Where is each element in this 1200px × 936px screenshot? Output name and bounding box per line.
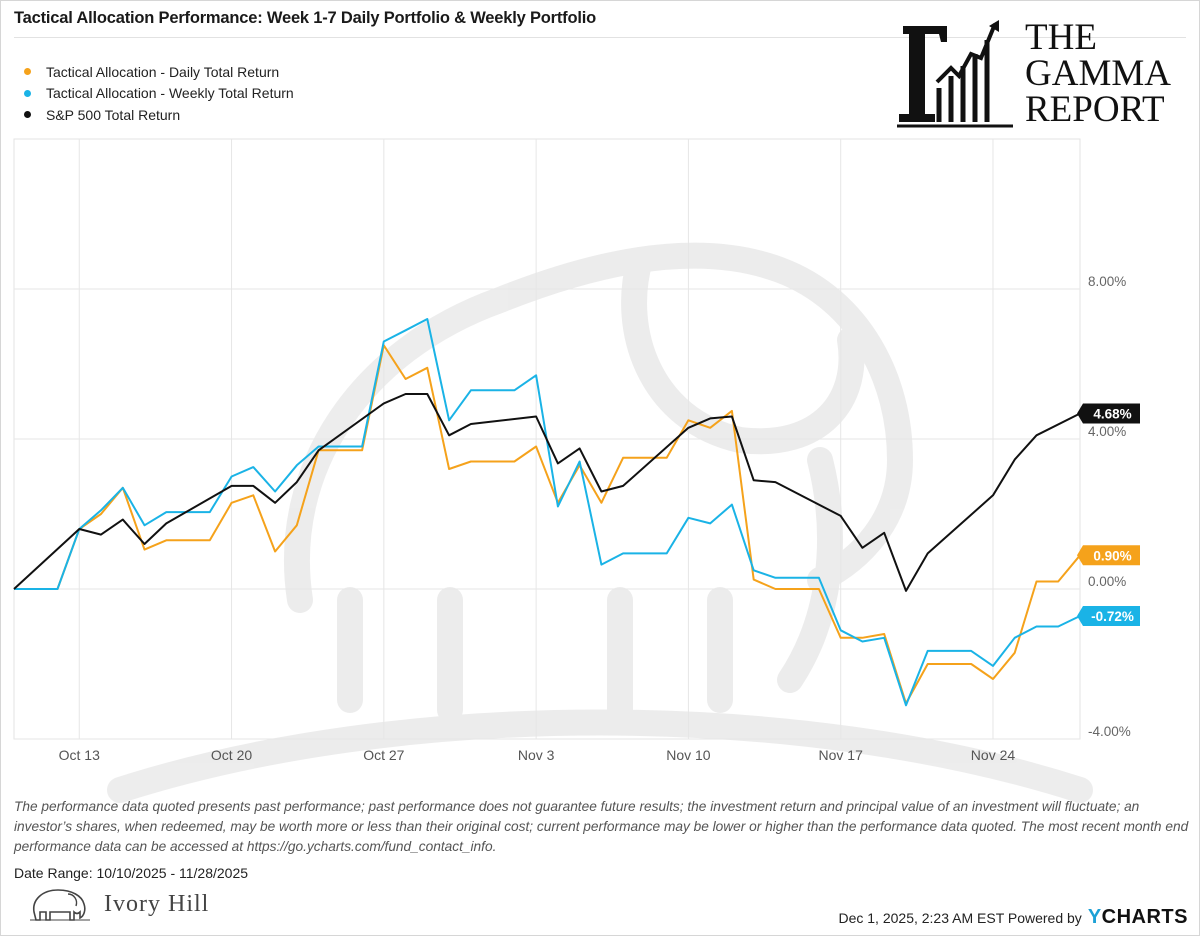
ycharts-logo-rest: CHARTS xyxy=(1101,906,1188,928)
date-range: Date Range: 10/10/2025 - 11/28/2025 xyxy=(14,865,249,881)
logo-line-report: REPORT xyxy=(1025,89,1165,130)
legend-marker-sp500 xyxy=(24,111,31,119)
series-line-sp500[interactable] xyxy=(13,393,1081,592)
elephant-icon xyxy=(30,889,90,921)
end-value-badge-shape xyxy=(1077,545,1140,566)
legend-item-sp500[interactable]: S&P 500 Total Return xyxy=(24,104,294,126)
elephant-watermark xyxy=(107,242,1093,803)
y-tick-label: 0.00% xyxy=(1088,574,1126,589)
y-tick-label: 4.00% xyxy=(1088,424,1126,439)
x-tick-label: Nov 10 xyxy=(666,747,711,763)
series-line-weekly[interactable] xyxy=(14,318,1081,707)
end-value-label: 4.68% xyxy=(1093,407,1131,422)
performance-disclaimer: The performance data quoted presents pas… xyxy=(14,799,1189,854)
legend-item-weekly[interactable]: Tactical Allocation - Weekly Total Retur… xyxy=(24,83,294,105)
gamma-report-logo: THE GAMMA REPORT xyxy=(895,18,1185,133)
footer-attribution: Dec 1, 2025, 2:23 AM EST Powered by YCHA… xyxy=(838,906,1188,929)
ivory-hill-logo: Ivory Hill xyxy=(28,882,288,922)
end-value-label: -0.72% xyxy=(1091,609,1134,624)
end-value-badge-shape xyxy=(1077,403,1140,424)
legend-marker-daily xyxy=(24,68,31,76)
legend-label-daily: Tactical Allocation - Daily Total Return xyxy=(46,63,280,80)
end-value-badge-daily: 0.90% xyxy=(1077,545,1140,566)
x-tick-label: Oct 13 xyxy=(59,747,100,763)
logo-line-gamma: GAMMA xyxy=(1025,53,1171,94)
x-tick-label: Nov 3 xyxy=(518,747,555,763)
end-value-badge-sp500: 4.68% xyxy=(1077,403,1140,424)
ivory-hill-wordmark: Ivory Hill xyxy=(104,891,210,917)
legend-label-sp500: S&P 500 Total Return xyxy=(46,106,181,123)
legend-label-weekly: Tactical Allocation - Weekly Total Retur… xyxy=(46,85,294,102)
chart-title: Tactical Allocation Performance: Week 1-… xyxy=(14,9,597,27)
chart-legend: Tactical Allocation - Daily Total Return… xyxy=(24,61,294,126)
generated-timestamp: Dec 1, 2025, 2:23 AM EST Powered by xyxy=(838,909,1082,926)
y-tick-label: 8.00% xyxy=(1088,274,1126,289)
ycharts-logo-y: Y xyxy=(1087,906,1102,928)
legend-item-daily[interactable]: Tactical Allocation - Daily Total Return xyxy=(24,61,294,83)
gamma-report-emblem-icon xyxy=(897,20,1013,128)
x-tick-label: Nov 24 xyxy=(971,747,1016,763)
series-line-daily[interactable] xyxy=(14,344,1081,705)
gamma-report-wordmark: THE GAMMA REPORT xyxy=(1025,17,1171,130)
y-tick-label: -4.00% xyxy=(1088,724,1131,739)
x-tick-label: Nov 17 xyxy=(819,747,864,763)
legend-marker-weekly xyxy=(24,89,31,97)
end-value-badge-weekly: -0.72% xyxy=(1077,606,1140,626)
end-value-label: 0.90% xyxy=(1093,548,1131,563)
x-tick-label: Oct 27 xyxy=(363,747,404,763)
title-divider xyxy=(14,37,1186,38)
ycharts-logo[interactable]: YCHARTS xyxy=(1088,906,1188,929)
x-tick-label: Oct 20 xyxy=(211,747,252,763)
logo-line-the: THE xyxy=(1025,17,1097,58)
end-value-badge-shape xyxy=(1077,606,1140,626)
